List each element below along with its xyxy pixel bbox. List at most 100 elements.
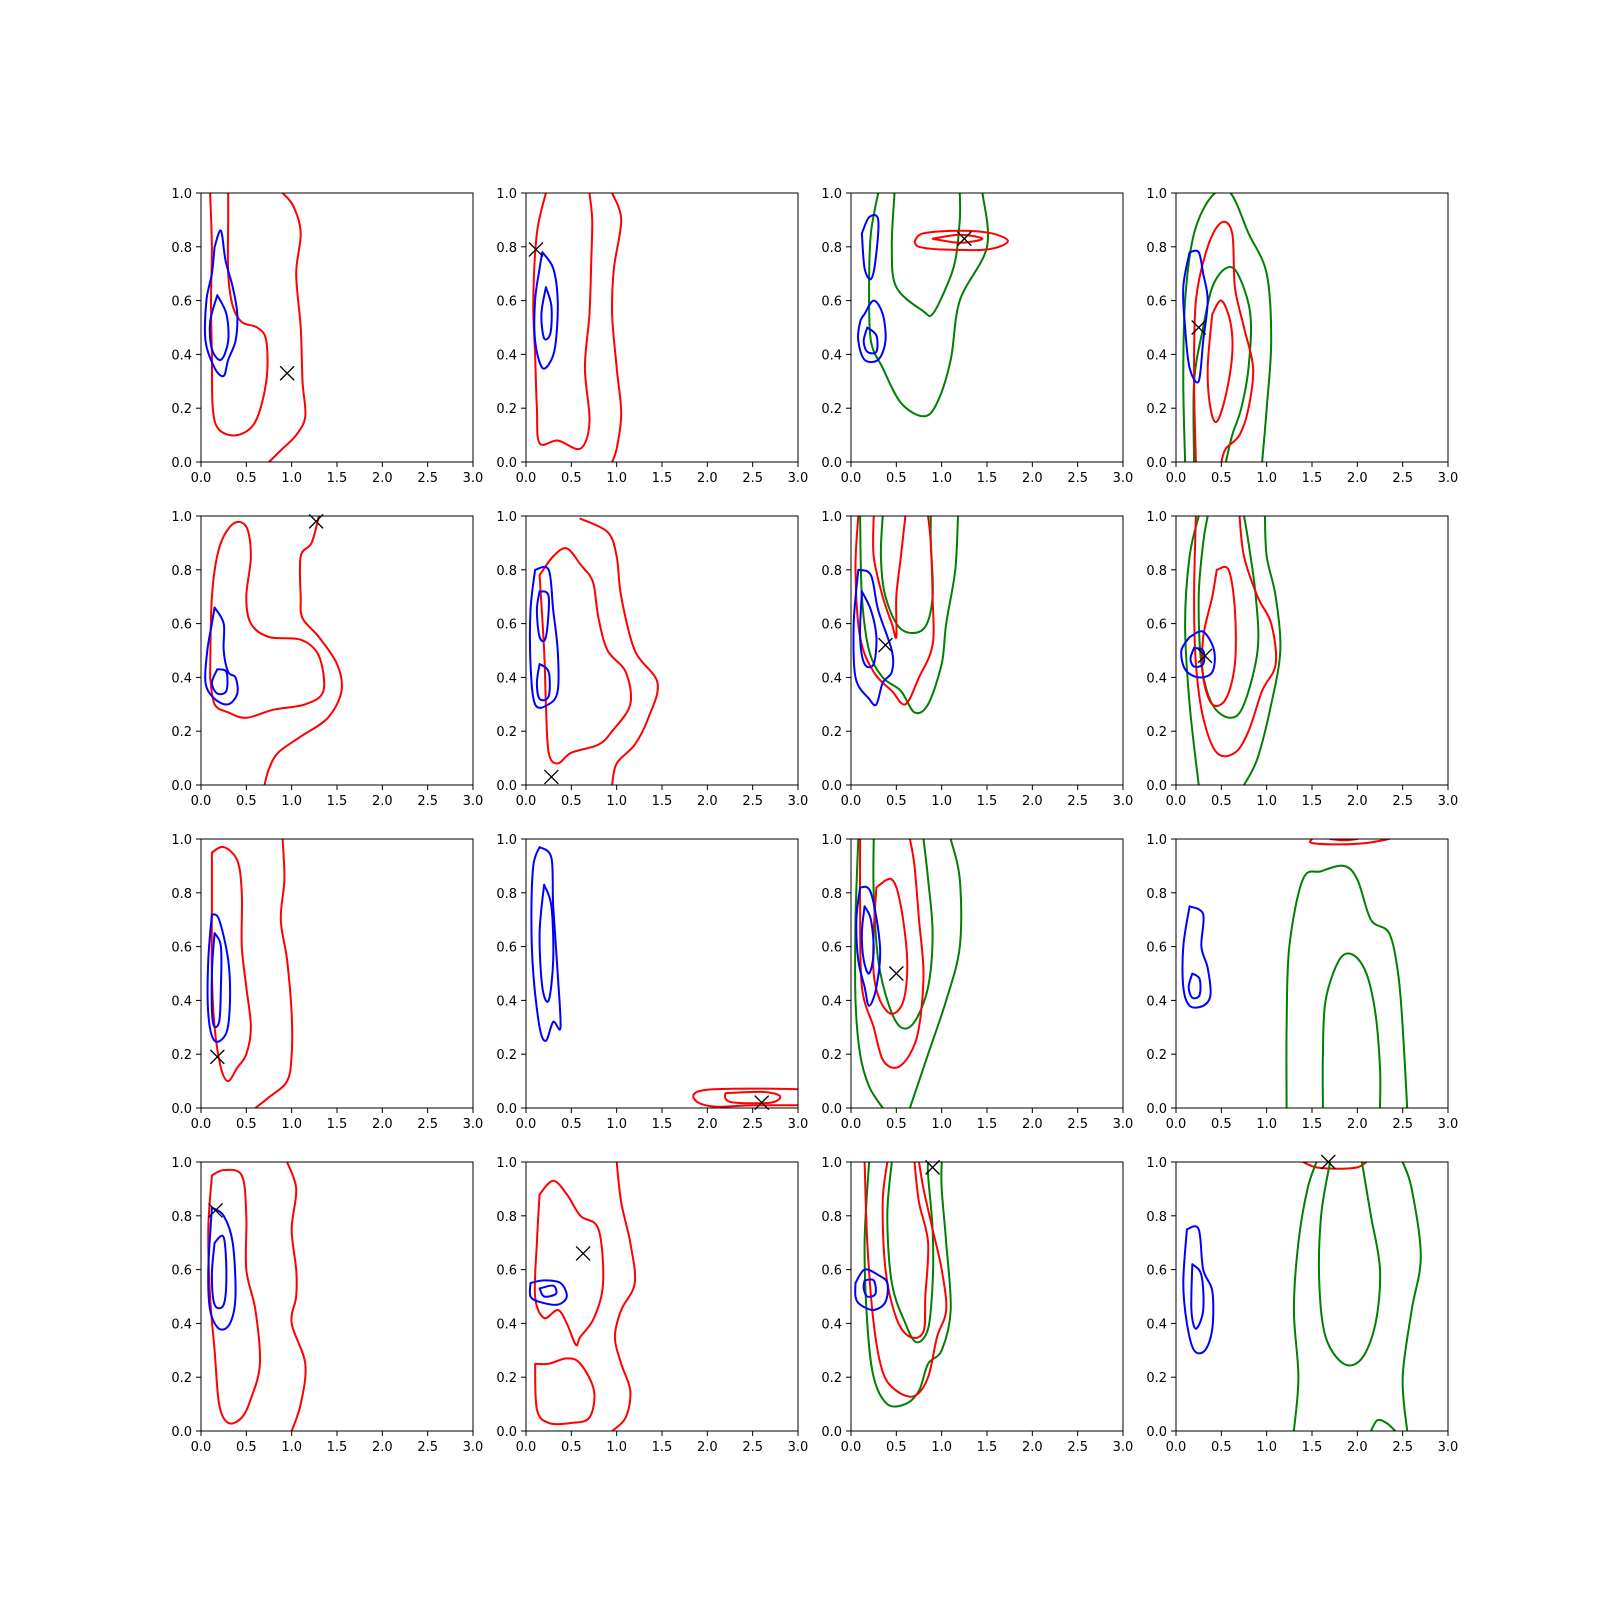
red-contour-line: [611, 1162, 637, 1431]
y-tick-label: 0.2: [171, 1048, 192, 1063]
x-tick-label: 3.0: [788, 794, 809, 809]
y-tick-label: 0.6: [821, 941, 842, 956]
y-tick-label: 0.0: [496, 456, 517, 471]
y-tick-label: 0.2: [496, 402, 517, 417]
x-tick-label: 0.5: [886, 1440, 907, 1455]
x-tick-label: 0.0: [516, 471, 537, 486]
x-marker: [925, 1159, 941, 1175]
x-tick-label: 0.5: [236, 471, 257, 486]
plot-area: [528, 1162, 637, 1431]
y-tick-label: 1.0: [171, 833, 192, 848]
plot-area: [206, 839, 294, 1108]
blue-contour-line: [1189, 646, 1206, 668]
blue-contour-line: [210, 668, 229, 696]
y-tick-label: 0.8: [496, 887, 517, 902]
x-tick-label: 0.0: [841, 1117, 862, 1132]
red-contour-line: [1193, 220, 1255, 462]
axes-frame: [200, 515, 474, 786]
x-tick-label: 1.0: [281, 471, 302, 486]
x-tick-label: 3.0: [788, 471, 809, 486]
y-tick-label: 0.0: [1146, 456, 1167, 471]
x-tick-label: 1.0: [1256, 471, 1277, 486]
y-tick-label: 1.0: [1146, 510, 1167, 525]
x-tick-label: 1.5: [1302, 1440, 1323, 1455]
x-marker: [754, 1095, 770, 1111]
blue-contour-line: [207, 1206, 237, 1331]
y-tick-label: 0.0: [171, 779, 192, 794]
y-tick-label: 0.6: [496, 1264, 517, 1279]
y-tick-label: 0.2: [171, 1371, 192, 1386]
subplot-4-3: 0.0 0.5 1.0 1.5 2.0 2.5 3.0 0.0 0.2 0.4 0.6 0.8 1.0: [821, 1156, 1133, 1455]
x-tick-label: 1.0: [606, 1440, 627, 1455]
y-tick-label: 1.0: [821, 833, 842, 848]
x-tick-label: 0.5: [561, 794, 582, 809]
x-tick-label: 3.0: [1438, 1117, 1459, 1132]
red-contour-line: [268, 193, 307, 462]
y-tick-label: 1.0: [171, 187, 192, 202]
y-tick-label: 0.0: [496, 1102, 517, 1117]
subplot-1-1: 0.0 0.5 1.0 1.5 2.0 2.5 3.0 0.0 0.2 0.4 0.6 0.8 1.0: [171, 187, 483, 486]
y-tick-label: 0.8: [821, 564, 842, 579]
blue-contour-line: [538, 1284, 558, 1298]
x-tick-label: 0.0: [191, 794, 212, 809]
x-tick-label: 3.0: [1113, 794, 1134, 809]
y-tick-label: 0.4: [496, 994, 517, 1009]
axes-frame: [525, 192, 799, 463]
blue-contour-line: [204, 606, 239, 706]
green-contour-line: [890, 193, 962, 318]
x-marker: [209, 1049, 225, 1065]
x-tick-label: 1.5: [327, 1117, 348, 1132]
blue-contour-line: [540, 286, 553, 341]
red-contour-line: [532, 193, 594, 451]
blue-contour-line: [535, 663, 551, 702]
green-contour-line: [908, 839, 963, 1108]
x-tick-label: 1.5: [652, 794, 673, 809]
x-tick-label: 0.0: [191, 471, 212, 486]
plot-area: [1181, 839, 1409, 1108]
x-marker: [543, 769, 559, 785]
red-contour-line: [854, 516, 935, 706]
blue-contour-line: [852, 568, 895, 707]
y-tick-label: 1.0: [171, 510, 192, 525]
y-tick-label: 0.8: [1146, 1210, 1167, 1225]
y-tick-label: 0.6: [171, 618, 192, 633]
x-tick-label: 1.0: [931, 1440, 952, 1455]
green-contour-line: [1321, 952, 1382, 1108]
y-tick-label: 0.4: [821, 671, 842, 686]
y-tick-label: 0.6: [821, 295, 842, 310]
y-tick-label: 0.8: [496, 1210, 517, 1225]
red-contour-line: [538, 547, 633, 765]
x-tick-label: 0.5: [236, 794, 257, 809]
x-tick-label: 3.0: [788, 1440, 809, 1455]
y-tick-label: 0.8: [821, 887, 842, 902]
red-contour-line: [863, 1162, 948, 1398]
y-tick-label: 0.6: [496, 295, 517, 310]
x-tick-label: 3.0: [463, 1117, 484, 1132]
plot-area: [204, 516, 343, 785]
x-tick-label: 1.0: [1256, 1440, 1277, 1455]
red-contour-line: [611, 193, 623, 462]
x-tick-label: 1.5: [977, 794, 998, 809]
axes-frame: [850, 1161, 1124, 1432]
x-tick-label: 2.0: [1347, 1440, 1368, 1455]
x-tick-label: 1.5: [652, 471, 673, 486]
y-tick-label: 0.6: [496, 941, 517, 956]
x-tick-label: 0.5: [561, 471, 582, 486]
y-tick-label: 0.2: [496, 725, 517, 740]
blue-contour-line: [862, 326, 879, 355]
red-contour-line: [254, 839, 294, 1108]
subplot-2-4: 0.0 0.5 1.0 1.5 2.0 2.5 3.0 0.0 0.2 0.4 0.6 0.8 1.0: [1146, 510, 1458, 809]
y-tick-label: 0.0: [821, 1425, 842, 1440]
y-tick-label: 0.6: [1146, 941, 1167, 956]
x-tick-label: 1.5: [1302, 471, 1323, 486]
x-tick-label: 2.0: [1022, 1117, 1043, 1132]
y-tick-label: 0.0: [171, 456, 192, 471]
x-tick-label: 1.5: [652, 1440, 673, 1455]
y-tick-label: 1.0: [821, 1156, 842, 1171]
green-contour-line: [1369, 1418, 1397, 1431]
x-tick-label: 3.0: [463, 794, 484, 809]
x-tick-label: 1.5: [977, 471, 998, 486]
x-tick-label: 0.5: [236, 1117, 257, 1132]
plot-area: [528, 517, 659, 785]
